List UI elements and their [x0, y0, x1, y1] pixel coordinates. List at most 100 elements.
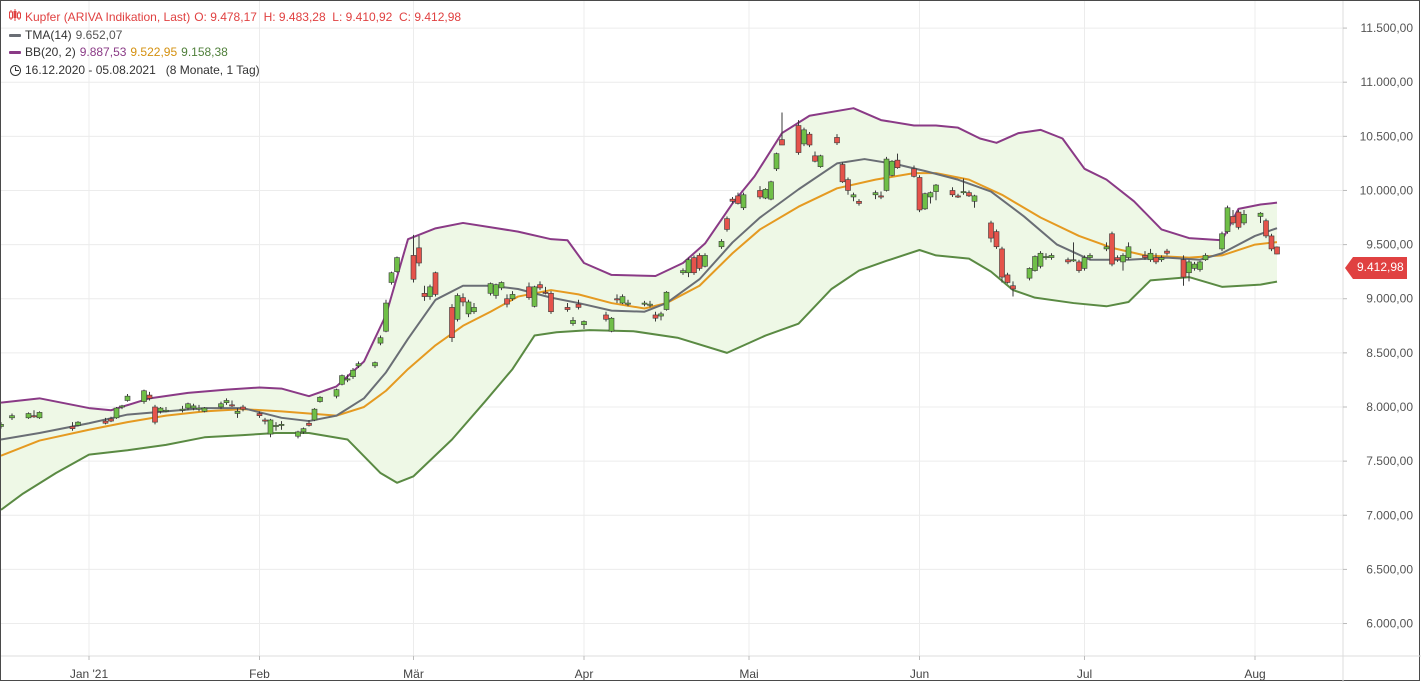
candle-body — [1103, 246, 1110, 250]
candle-body — [421, 293, 428, 297]
x-tick-label: Jul — [1077, 667, 1092, 681]
candle-body — [498, 282, 505, 289]
candle — [185, 402, 191, 411]
candle-body — [372, 362, 378, 367]
candle-body — [317, 396, 323, 402]
candle — [179, 405, 186, 413]
candle — [163, 406, 169, 413]
candle — [685, 257, 692, 278]
candle-body — [273, 425, 279, 427]
candle — [570, 317, 576, 326]
candle — [768, 180, 774, 201]
candle — [740, 192, 747, 210]
candle-body — [625, 302, 631, 305]
candle — [966, 190, 972, 197]
candle — [432, 271, 439, 297]
candle-body — [581, 321, 587, 326]
candle-body — [1191, 263, 1198, 269]
candle-body — [69, 426, 76, 429]
candle — [1153, 253, 1159, 265]
candle — [355, 361, 362, 369]
candle-body — [1114, 257, 1121, 261]
legend-date-range: 16.12.2020 - 05.08.2021 — [25, 62, 156, 77]
candle — [1103, 242, 1110, 252]
y-tick-label: 8.500,00 — [1366, 346, 1413, 360]
candle-body — [619, 296, 626, 304]
candle-body — [663, 291, 670, 310]
candle-body — [1109, 233, 1115, 265]
candle-body — [575, 303, 582, 308]
candle — [724, 216, 730, 232]
candle-body — [614, 298, 620, 301]
candle — [999, 246, 1005, 283]
x-tick-label: Mai — [739, 667, 758, 681]
candle-body — [1224, 207, 1231, 232]
x-tick-label: Aug — [1244, 667, 1265, 681]
candle — [927, 191, 934, 204]
candle — [1158, 255, 1165, 262]
candle-body — [196, 407, 202, 410]
candle-body — [537, 284, 543, 289]
candle-body — [1081, 257, 1088, 269]
candle — [157, 406, 164, 414]
candle — [1224, 205, 1231, 234]
y-tick-label: 8.000,00 — [1366, 400, 1413, 414]
candle — [773, 152, 780, 171]
candle — [806, 132, 813, 148]
candle-body — [1120, 255, 1126, 263]
candle-body — [416, 247, 422, 264]
candle-body — [344, 378, 351, 381]
candle-body — [740, 194, 747, 209]
candle — [427, 284, 433, 300]
candle — [1202, 253, 1209, 261]
x-tick-label: Feb — [249, 667, 270, 681]
candle — [504, 294, 510, 308]
candle — [856, 199, 862, 206]
candle-body — [509, 294, 516, 300]
candle — [108, 416, 114, 423]
candle — [1065, 257, 1071, 265]
candle-body — [1268, 235, 1275, 250]
candle — [1186, 259, 1192, 282]
candle-body — [729, 198, 736, 202]
candle — [696, 253, 703, 271]
candle-body — [548, 293, 554, 313]
candle — [1263, 218, 1269, 239]
legend-tma-value: 9.652,07 — [75, 27, 123, 42]
candle-body — [1202, 255, 1209, 261]
candle-body — [702, 255, 708, 267]
candle-body — [933, 184, 939, 192]
candle — [493, 283, 499, 299]
candle — [872, 190, 879, 200]
candle — [608, 317, 615, 333]
candle-body — [735, 195, 741, 204]
candle — [1026, 267, 1033, 281]
y-tick-label: 6.500,00 — [1366, 562, 1413, 576]
candle-body — [1004, 274, 1011, 283]
candle — [933, 183, 939, 201]
legend-bb-mid: 9.522,95 — [130, 45, 178, 59]
y-tick-label: 10.500,00 — [1360, 129, 1414, 143]
candle — [1235, 209, 1242, 230]
chart-legend: Kupfer (ARIVA Indikation, Last) O: 9.478… — [9, 9, 465, 79]
candle-body — [427, 286, 433, 297]
candle — [344, 374, 351, 383]
candle — [614, 294, 620, 304]
y-tick-label: 11.000,00 — [1361, 75, 1414, 89]
candle-body — [856, 200, 862, 204]
candle — [1010, 281, 1016, 297]
candle-body — [1147, 252, 1154, 261]
candle-body — [779, 139, 785, 146]
candle — [256, 411, 263, 418]
legend-row-tma: TMA(14) 9.652,07 — [9, 27, 465, 45]
candle — [36, 411, 43, 419]
tma-line — [1, 158, 1278, 441]
candle — [1257, 212, 1264, 223]
candle — [306, 419, 312, 427]
candle-body — [1197, 261, 1203, 270]
bollinger-band-fill — [1, 108, 1277, 510]
candle — [1241, 209, 1247, 226]
candle-body — [955, 195, 961, 198]
candle — [883, 156, 890, 192]
